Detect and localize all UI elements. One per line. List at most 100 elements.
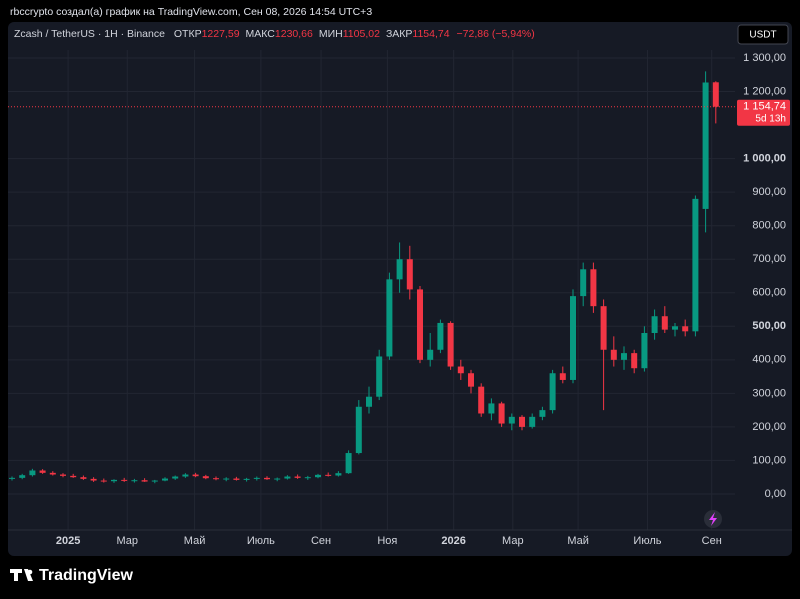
y-tick-label: 800,00	[752, 220, 786, 232]
candle-body	[304, 477, 311, 479]
y-tick-label: 1 300,00	[743, 52, 786, 64]
candle-body	[641, 332, 648, 369]
y-tick-label: 900,00	[752, 186, 786, 198]
candle-body	[70, 475, 77, 478]
candle-body	[508, 416, 515, 424]
grid	[8, 50, 735, 530]
candle-body	[396, 259, 403, 280]
candle-body	[692, 198, 699, 332]
x-tick-label: 2026	[441, 535, 465, 547]
symbol: Zcash / TetherUS · 1H · Binance	[14, 28, 165, 40]
candle-body	[111, 479, 117, 482]
x-tick-label: Мар	[502, 535, 524, 547]
candle-body	[325, 474, 332, 476]
candle-body	[192, 474, 199, 477]
logo-dot	[27, 569, 33, 575]
y-tick-label: 400,00	[752, 354, 786, 366]
candle-body	[559, 373, 566, 380]
x-tick-label: Ноя	[377, 535, 397, 547]
candle-body	[376, 356, 383, 397]
candle-body	[39, 470, 46, 473]
candle-body	[468, 373, 474, 387]
candle-body	[202, 476, 209, 479]
candle-body	[539, 410, 546, 417]
x-tick-label: Сен	[702, 535, 722, 547]
legend: Zcash / TetherUS · 1H · Binance ОТКР1227…	[14, 28, 535, 40]
ohlc: ОТКР1227,59 МАКС1230,66 МИН1105,02 ЗАКР1154…	[168, 28, 450, 40]
candle-body	[712, 82, 719, 107]
candle-body	[406, 259, 413, 290]
x-tick-label: Мар	[116, 535, 138, 547]
candle-body	[600, 306, 607, 350]
candle-body	[243, 478, 250, 480]
candle-body	[610, 349, 617, 360]
brand-logo	[10, 569, 33, 581]
candle-body	[427, 349, 434, 360]
y-tick-label: 500,00	[752, 320, 786, 332]
candle-body	[213, 478, 219, 480]
legend-label: МИН	[318, 28, 343, 40]
candle-body	[100, 480, 107, 482]
currency-button[interactable]	[737, 24, 789, 45]
candle-body	[580, 269, 587, 297]
legend-value: 1154,74	[412, 28, 450, 40]
legend-label: ЗАКР	[385, 28, 413, 40]
candle-body	[294, 476, 301, 478]
candle-body	[284, 476, 291, 479]
candle-body	[233, 478, 240, 480]
candle-body	[29, 470, 36, 476]
x-tick-label: Май	[184, 535, 206, 547]
change: −72,86 (−5,94%)	[456, 28, 535, 40]
y-tick-label: 700,00	[752, 253, 786, 265]
axes: 0,00 100,00 200,00 300,00 400,00 500,00 600,00…	[8, 52, 792, 547]
candle-body	[60, 474, 66, 476]
candle-body	[549, 373, 556, 411]
candle-body	[437, 322, 444, 350]
legend-label: ОТКР	[173, 28, 202, 40]
x-tick-label: Июль	[247, 535, 275, 547]
x-tick-label: Май	[567, 535, 589, 547]
price-label: 1 154,74	[743, 101, 786, 113]
candle-body	[621, 353, 627, 360]
candle-body	[162, 478, 168, 481]
candle-body	[335, 473, 342, 476]
x-tick-label: 2025	[56, 535, 80, 547]
candle-body	[121, 479, 128, 481]
y-tick-label: 300,00	[752, 387, 786, 399]
y-tick-label: 100,00	[752, 454, 786, 466]
candle-body	[49, 472, 56, 475]
candle-body	[457, 366, 464, 374]
y-tick-label: 600,00	[752, 287, 786, 299]
header: rbccrypto создал(а) график на TradingVie…	[10, 6, 372, 18]
candle-body	[131, 480, 138, 482]
y-tick-label: 0,00	[765, 488, 786, 500]
candle-body	[355, 406, 362, 454]
candle-body	[519, 416, 525, 427]
candle-body	[345, 453, 352, 474]
candle-body	[570, 296, 576, 380]
y-tick-label: 200,00	[752, 421, 786, 433]
candle-body	[651, 316, 658, 333]
candle-body	[253, 477, 260, 479]
x-tick-label: Сен	[311, 535, 331, 547]
legend-value: 1230,66	[274, 28, 313, 40]
candle-body	[90, 478, 97, 481]
candle-body	[417, 289, 423, 360]
legend-label: МАКС	[245, 28, 275, 40]
candle-body	[488, 403, 495, 414]
candle-body	[661, 316, 668, 330]
candle-body	[366, 396, 372, 407]
candle-body	[151, 480, 158, 482]
candles	[8, 71, 735, 484]
candle-body	[498, 403, 505, 424]
candle-body	[386, 279, 393, 357]
y-tick-label: 1 200,00	[743, 85, 786, 97]
currency[interactable]: USDT	[749, 30, 776, 41]
candle-body	[447, 322, 454, 367]
candle-body	[672, 326, 678, 330]
x-tick-label: Июль	[633, 535, 661, 547]
candle-body	[529, 416, 536, 427]
candle-body	[264, 477, 270, 480]
